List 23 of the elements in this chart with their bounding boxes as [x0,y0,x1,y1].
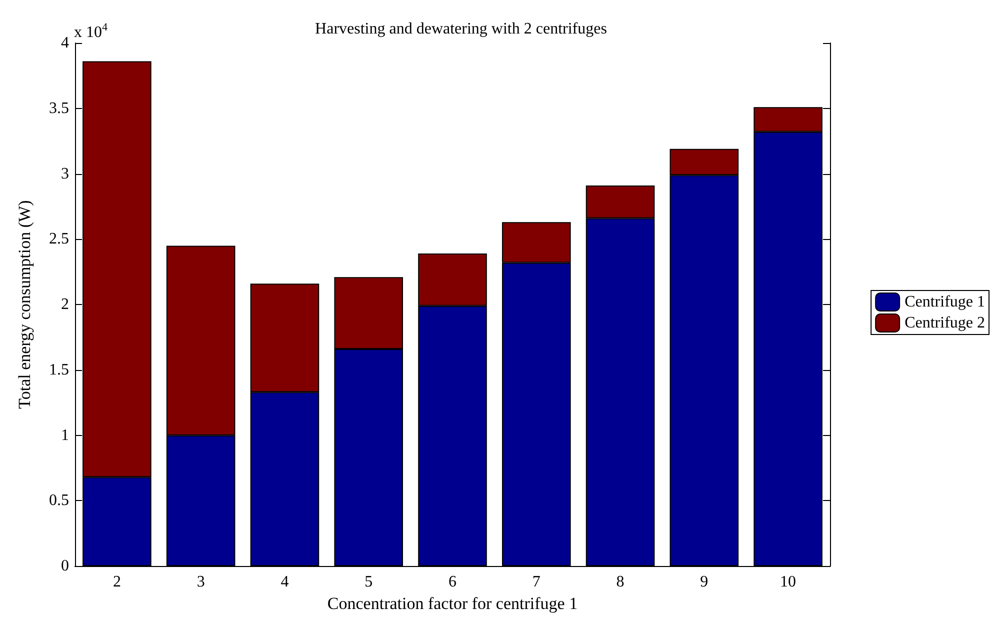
legend-label: Centrifuge 2 [904,314,985,332]
x-axis-title: Concentration factor for centrifuge 1 [327,594,578,613]
y-axis-title: Total energy consumption (W) [15,200,34,409]
y-tick-label: 4 [61,34,69,52]
x-tick-label: 10 [780,574,796,591]
x-tick-label: 8 [616,574,624,591]
y-tick-label: 3 [61,165,69,182]
y-tick-label: 2.5 [49,230,69,248]
y-tick-label: 2 [61,296,69,314]
x-tick-label: 7 [532,574,540,591]
y-tick-label: 1.5 [49,361,69,378]
chart-title: Harvesting and dewatering with 2 centrifuges [315,20,607,38]
x-tick-label: 4 [280,574,289,591]
legend-label: Centrifuge 1 [904,294,985,310]
y-tick-label: 0 [61,558,69,575]
x-tick-label: 5 [364,574,373,591]
x-tick-label: 2 [112,574,121,591]
x-tick-label: 9 [700,574,708,591]
x-tick-label: 3 [196,574,205,591]
x-tick-label: 6 [448,574,456,591]
y-tick-label: 0.5 [49,492,69,510]
y-tick-label: 3.5 [49,100,69,117]
y-tick-label: 1 [61,426,69,444]
